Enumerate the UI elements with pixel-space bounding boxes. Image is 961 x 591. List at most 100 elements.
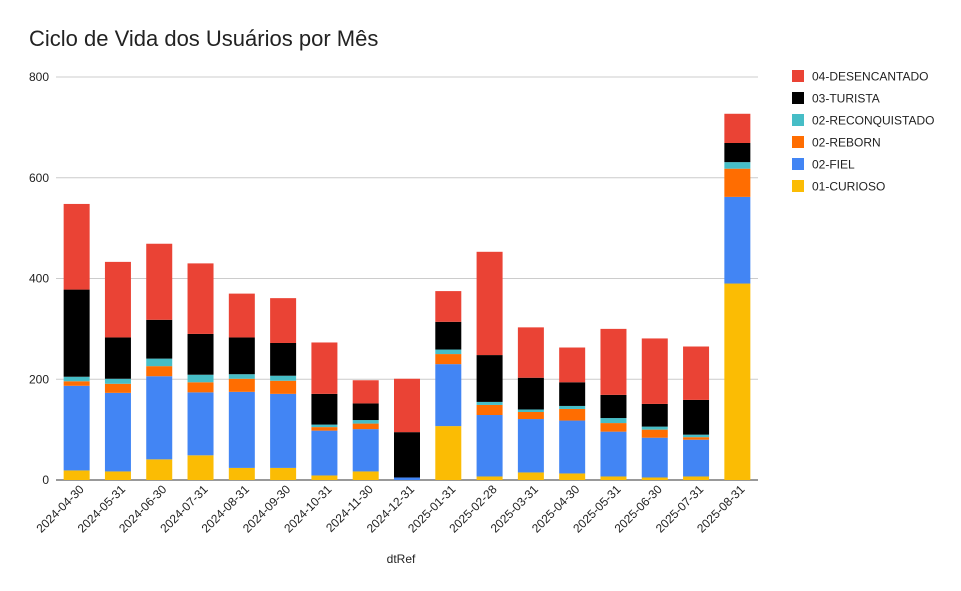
bar-segment	[559, 405, 586, 409]
bar-segment	[517, 419, 544, 473]
bar-segment	[724, 142, 751, 163]
bar-segment	[724, 113, 751, 143]
bar-segment	[228, 374, 255, 379]
bar-segment	[435, 321, 462, 350]
bar-segment	[311, 342, 338, 394]
bar-segment	[270, 380, 297, 394]
bar-segment	[146, 366, 173, 377]
bar-segment	[517, 411, 544, 420]
bar-segment	[600, 418, 627, 424]
bar-segment	[683, 434, 710, 438]
bar-segment	[311, 427, 338, 431]
bar-segment	[187, 263, 214, 334]
bar-segment	[146, 243, 173, 320]
bar-segment	[517, 377, 544, 410]
bar-segment	[435, 291, 462, 322]
bar-segment	[476, 401, 503, 405]
chart-title: Ciclo de Vida dos Usuários por Mês	[29, 26, 379, 51]
bar-segment	[559, 408, 586, 421]
bar-segment	[517, 327, 544, 378]
bar-segment	[352, 403, 379, 421]
legend-label: 04-DESENCANTADO	[812, 70, 928, 84]
bar-segment	[352, 423, 379, 430]
bar-segment	[104, 471, 131, 480]
bar-segment	[187, 382, 214, 393]
x-axis-title: dtRef	[387, 552, 416, 566]
bar-segment	[683, 399, 710, 435]
bar-segment	[600, 394, 627, 419]
bar-segment	[517, 472, 544, 480]
bar-segment	[476, 415, 503, 477]
bar-segment	[228, 293, 255, 338]
bar-segment	[394, 378, 420, 433]
bar-segment	[270, 393, 297, 468]
bar-segment	[683, 439, 710, 477]
y-tick-label: 0	[42, 473, 49, 487]
legend-label: 03-TURISTA	[812, 92, 880, 106]
bar-segment	[724, 283, 751, 480]
legend-swatch	[792, 92, 804, 104]
legend-label: 02-REBORN	[812, 136, 881, 150]
bar-segment	[187, 455, 214, 480]
bar-segment	[600, 423, 627, 432]
bar-segment	[104, 261, 131, 338]
bar-segment	[352, 380, 379, 404]
bar-segment	[146, 376, 173, 460]
bar-segment	[270, 298, 297, 343]
bar-segment	[63, 470, 90, 480]
bar-segment	[476, 355, 503, 402]
bar-segment	[559, 347, 586, 383]
bar-segment	[63, 385, 90, 471]
legend-swatch	[792, 114, 804, 126]
legend-swatch	[792, 180, 804, 192]
bar-segment	[63, 203, 90, 290]
bar-segment	[311, 424, 338, 428]
bar-segment	[63, 289, 90, 377]
bar-segment	[641, 338, 668, 404]
bar-segment	[104, 383, 131, 393]
bar-segment	[228, 467, 255, 480]
bar-segment	[683, 437, 710, 440]
bar-segment	[683, 476, 710, 480]
bar-segment	[641, 477, 668, 480]
legend-swatch	[792, 70, 804, 82]
bar-segment	[435, 349, 462, 355]
bar-segment	[63, 381, 90, 386]
bar-segment	[641, 437, 668, 478]
bar-segment	[187, 333, 214, 375]
bar-segment	[394, 477, 420, 480]
bar-segment	[228, 391, 255, 468]
bar-segment	[724, 196, 751, 284]
bar-segment	[435, 426, 462, 480]
bar-segment	[311, 393, 338, 425]
bar-segment	[476, 476, 503, 480]
bar-segment	[187, 392, 214, 456]
bar-segment	[104, 337, 131, 379]
legend-label: 02-FIEL	[812, 158, 855, 172]
bar-segment	[600, 431, 627, 477]
bar-segment	[146, 358, 173, 367]
bar-segment	[270, 342, 297, 376]
bar-segment	[600, 476, 627, 480]
bar-segment	[600, 328, 627, 395]
legend-label: 01-CURIOSO	[812, 180, 885, 194]
bar-segment	[352, 471, 379, 480]
bar-segment	[352, 429, 379, 472]
bar-segment	[517, 409, 544, 412]
bar-segment	[146, 319, 173, 359]
bar-segment	[394, 432, 420, 478]
bar-segment	[641, 403, 668, 427]
bar-segment	[146, 459, 173, 480]
legend-label: 02-RECONQUISTADO	[812, 114, 934, 128]
bar-segment	[435, 364, 462, 427]
bar-segment	[476, 251, 503, 356]
bar-segment	[641, 426, 668, 430]
x-axis-ticks: 2024-04-302024-05-312024-06-302024-07-31…	[33, 482, 747, 536]
bar-segment	[559, 382, 586, 406]
bar-segment	[228, 337, 255, 375]
y-tick-label: 200	[29, 372, 49, 386]
legend-swatch	[792, 158, 804, 170]
y-tick-label: 400	[29, 272, 49, 286]
bar-segment	[270, 375, 297, 381]
